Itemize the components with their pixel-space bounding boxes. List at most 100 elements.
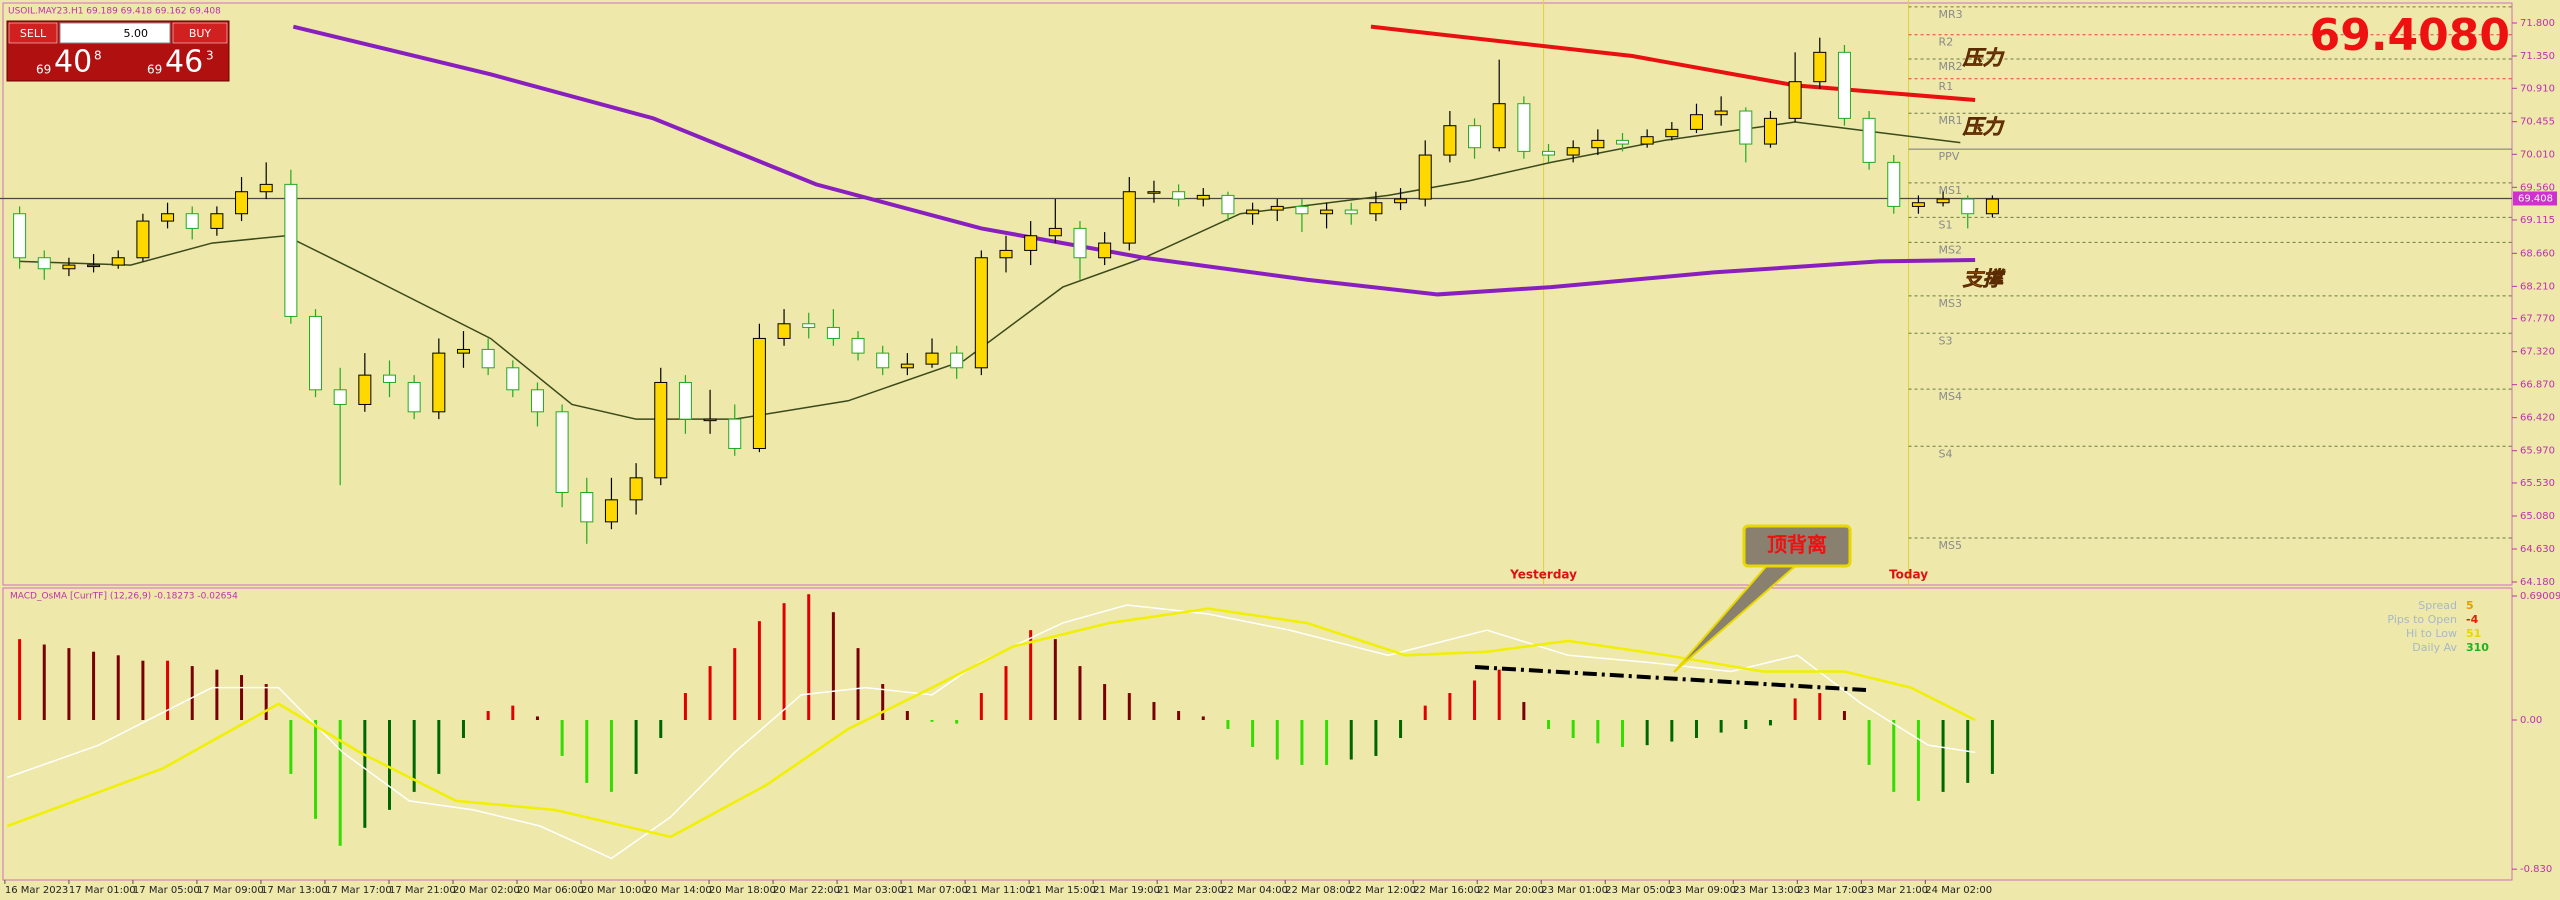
macd-label: MACD_OsMA [CurrTF] (12,26,9) -0.18273 -0… — [10, 592, 238, 602]
histogram-bar — [1547, 720, 1551, 729]
candle-body — [37, 257, 51, 270]
histogram-bar — [708, 666, 712, 720]
pivot-label: MS2 — [1939, 243, 1962, 256]
buy-button[interactable] — [172, 22, 228, 44]
candle-body — [259, 183, 273, 193]
histogram-bar — [314, 720, 318, 819]
histogram-bar — [634, 720, 638, 774]
histogram-bar — [659, 720, 663, 738]
histogram-bar — [1448, 693, 1452, 720]
histogram-bar — [412, 720, 416, 792]
x-tick-label: 20 Mar 10:00 — [581, 885, 648, 896]
histogram-bar — [1793, 698, 1797, 720]
info-value: 5 — [2466, 599, 2474, 612]
lot-value: 5.00 — [124, 27, 149, 40]
candle-body — [580, 492, 594, 523]
x-tick-label: 22 Mar 16:00 — [1413, 885, 1480, 896]
x-tick-label: 21 Mar 03:00 — [837, 885, 904, 896]
note: 压力 — [1962, 114, 2005, 138]
candle-body — [728, 418, 742, 449]
pivot-label: R1 — [1939, 80, 1954, 93]
histogram-bar — [67, 648, 71, 720]
histogram-bar — [1621, 720, 1624, 747]
x-tick-label: 17 Mar 05:00 — [133, 885, 200, 896]
candle-body — [1665, 128, 1679, 138]
candle-body — [1295, 205, 1309, 215]
candle-body — [1862, 117, 1876, 163]
candle-body — [1024, 235, 1038, 251]
buy-label: BUY — [189, 27, 212, 40]
y-tick-label: 64.630 — [2520, 544, 2555, 555]
x-tick-label: 21 Mar 23:00 — [1157, 885, 1224, 896]
candle-body — [1098, 242, 1112, 259]
histogram-bar — [1399, 720, 1403, 738]
pivot-label: MS4 — [1939, 390, 1962, 403]
moving-average — [292, 24, 1976, 297]
y-tick-label: 66.870 — [2520, 380, 2555, 391]
x-tick-label: 22 Mar 20:00 — [1477, 885, 1544, 896]
macd-pane — [6, 594, 1994, 860]
callout-box — [1742, 524, 1852, 568]
y-tick-label: 67.770 — [2520, 314, 2555, 325]
histogram-bar — [1300, 720, 1304, 765]
candle-body — [950, 352, 964, 369]
info-label: Pips to Open — [2387, 613, 2457, 626]
candle-body — [1566, 147, 1580, 156]
candle-body — [210, 213, 224, 229]
session-label: Yesterday — [1509, 568, 1577, 582]
candle-body — [752, 337, 766, 449]
price-pane: MR3R2MR2R1MR1PPVMS1S1MS2MS3S3MS4S4MS5压力压… — [0, 0, 2512, 585]
histogram-bar — [1275, 720, 1279, 760]
candle-body — [826, 326, 840, 339]
histogram-bar — [1349, 720, 1353, 760]
histogram-bar — [18, 639, 22, 720]
histogram-bar — [1596, 720, 1600, 744]
bid-big: 40 — [54, 45, 92, 80]
sell-button[interactable] — [8, 22, 58, 44]
x-tick-label: 17 Mar 09:00 — [197, 885, 264, 896]
candle-body — [407, 381, 421, 413]
y-tick-label: 67.320 — [2520, 347, 2555, 358]
pivot-label: PPV — [1939, 150, 1960, 163]
histogram-bar — [1990, 720, 1994, 774]
histogram-bar — [585, 720, 589, 783]
candle-body — [777, 323, 791, 339]
candle-body — [629, 477, 643, 501]
histogram-bar — [437, 720, 441, 774]
histogram-bar — [1867, 720, 1871, 765]
histogram-bar — [1374, 720, 1378, 756]
y-tick-label: 68.660 — [2520, 248, 2555, 259]
x-tick-label: 20 Mar 14:00 — [645, 885, 712, 896]
candle-body — [876, 352, 890, 369]
y-tick-label: 65.970 — [2520, 446, 2555, 457]
histogram-bar — [1719, 720, 1723, 733]
lot-input[interactable] — [59, 22, 171, 44]
x-tick-label: 22 Mar 08:00 — [1285, 885, 1352, 896]
candle-body — [974, 257, 988, 369]
candle-body — [703, 418, 717, 422]
candle-body — [383, 374, 396, 383]
candle-body — [925, 352, 939, 365]
candle-body — [1936, 198, 1950, 204]
candle-body — [87, 264, 101, 268]
main-frame — [2, 2, 2513, 586]
pivot-label: MR3 — [1939, 8, 1963, 21]
candle-body — [802, 323, 816, 328]
x-tick-label: 20 Mar 06:00 — [517, 885, 584, 896]
candle-body — [1048, 227, 1062, 237]
histogram-bar — [1522, 702, 1526, 720]
candle-body — [604, 499, 618, 523]
y-tick-label: 65.530 — [2520, 478, 2555, 489]
histogram-bar — [42, 644, 46, 720]
candle-body — [235, 191, 249, 215]
candle-body — [1961, 198, 1975, 215]
candle-body — [1221, 194, 1235, 215]
x-tick-label: 21 Mar 19:00 — [1093, 885, 1160, 896]
candle-body — [333, 389, 347, 405]
candle-body — [1344, 209, 1358, 215]
candle-body — [309, 315, 323, 391]
candle-body — [1591, 139, 1605, 149]
histogram-bar — [215, 669, 219, 720]
histogram-bar — [461, 720, 465, 738]
